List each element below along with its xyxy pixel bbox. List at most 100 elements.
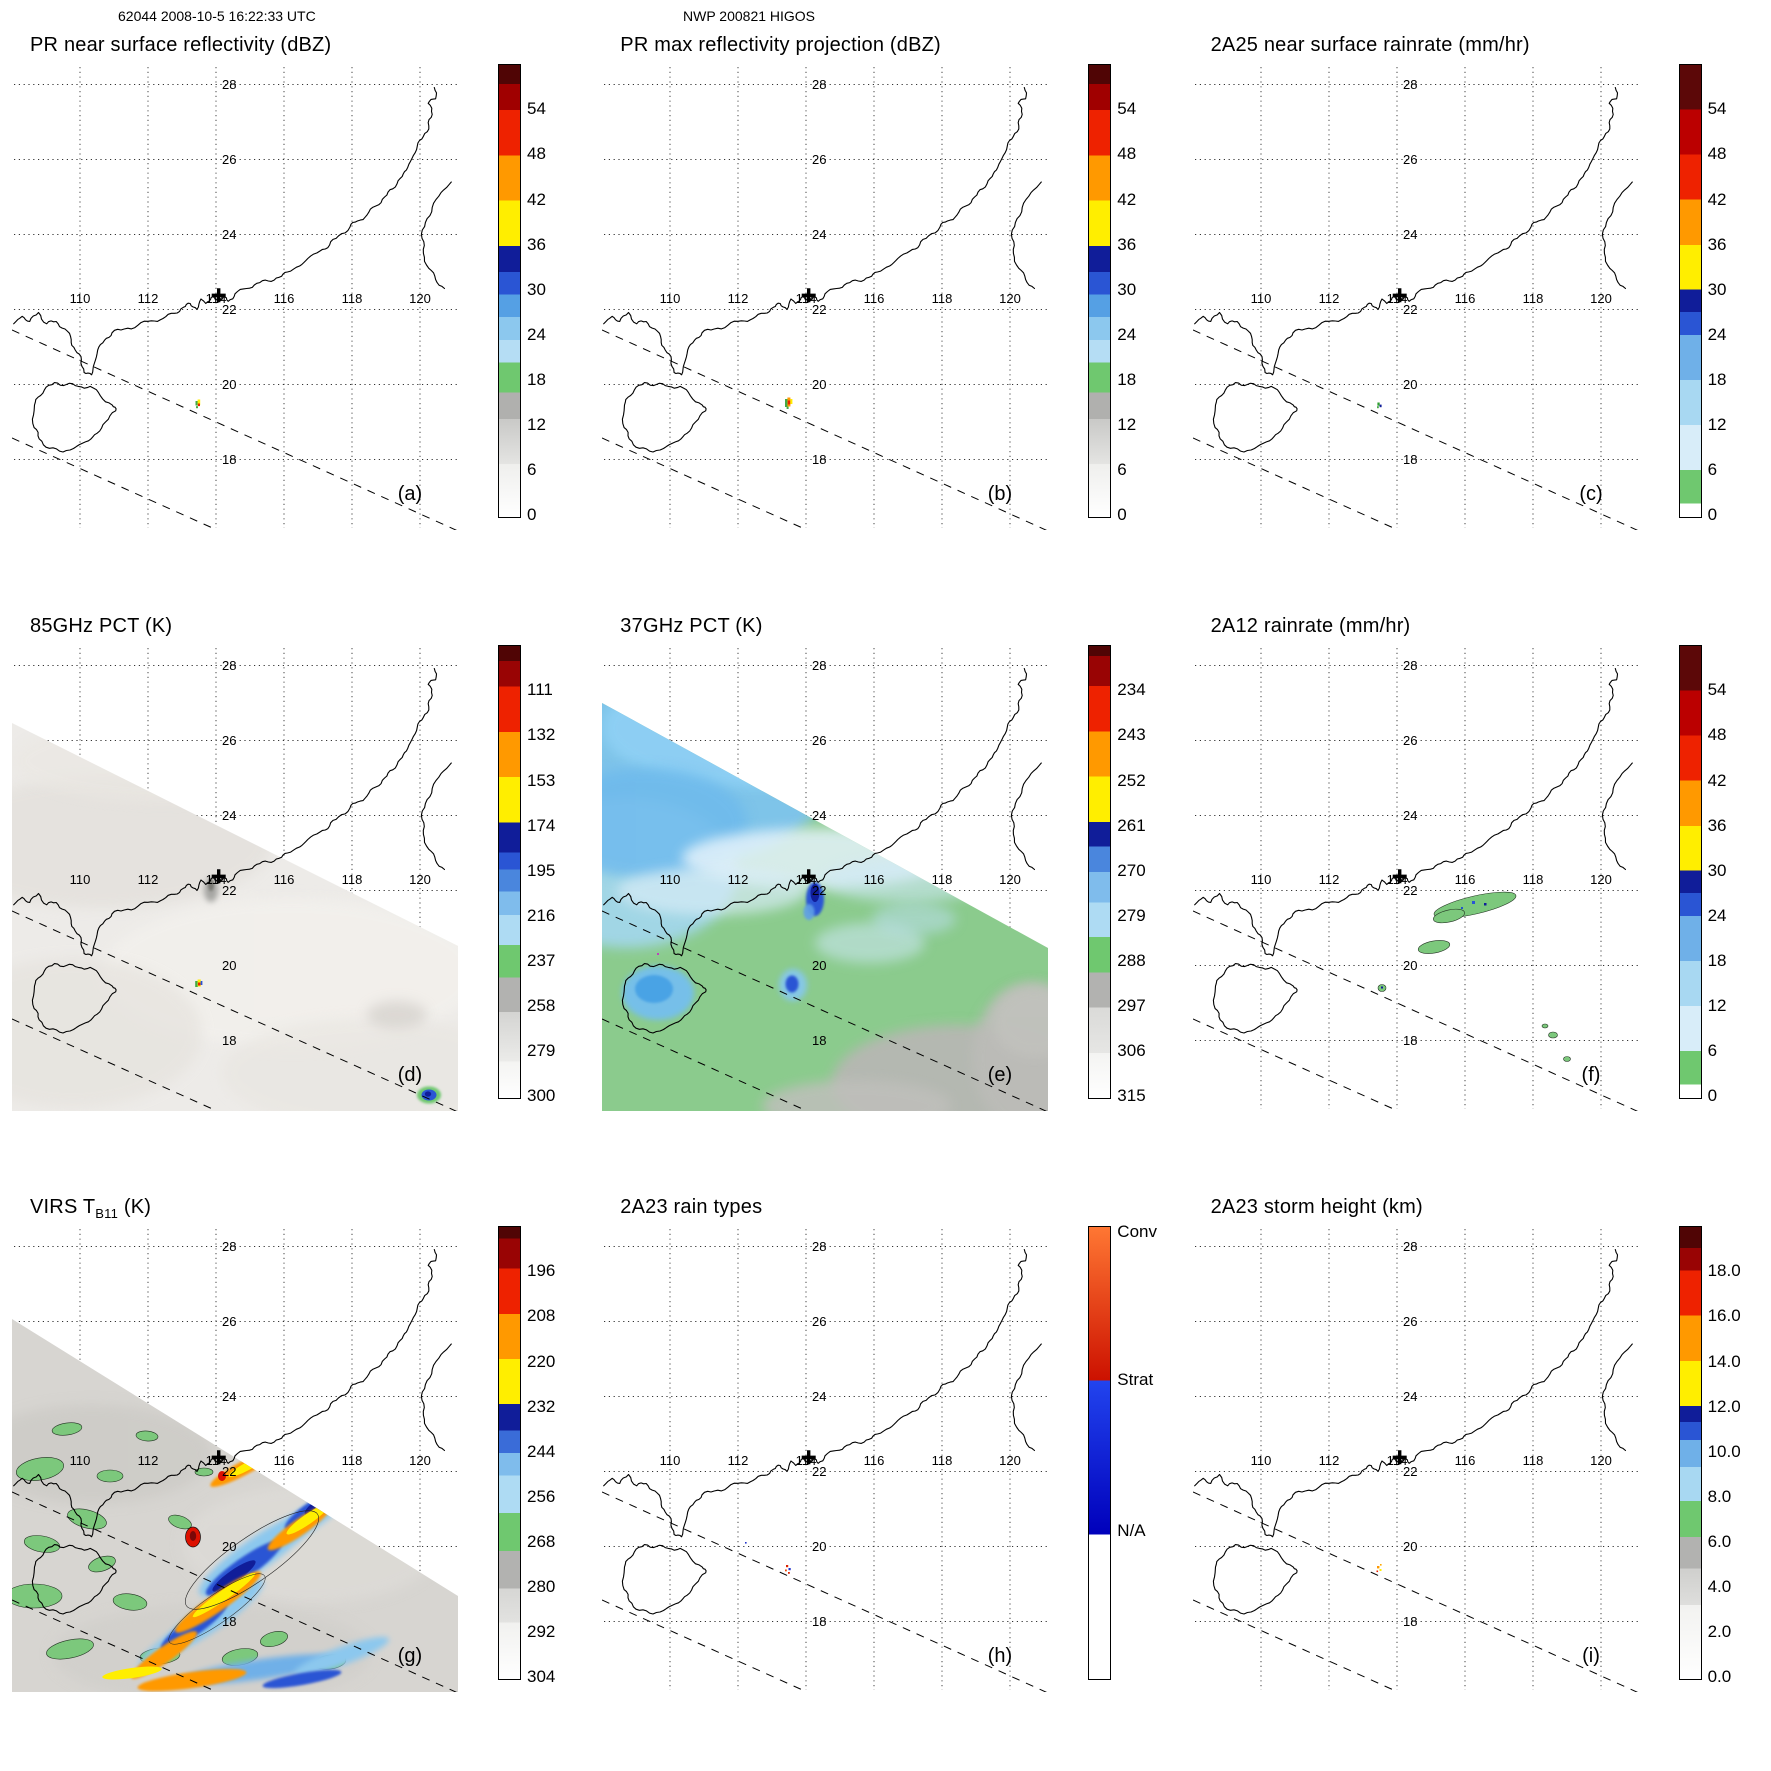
swath-edge-line xyxy=(602,1599,808,1693)
colorbar-tick-label: 24 xyxy=(1117,325,1137,344)
panel-letter-label: (a) xyxy=(398,483,422,505)
lat-label: 18 xyxy=(812,1033,826,1048)
colorbar-e xyxy=(1088,645,1112,1099)
panel-a: PR near surface reflectivity (dBZ) 110 112… xyxy=(0,28,590,609)
colorbar-tick-label: 24 xyxy=(1707,325,1727,344)
coastline-mainland xyxy=(603,1248,1028,1538)
lat-label: 22 xyxy=(222,1464,236,1479)
graticule-gridlines xyxy=(604,67,1048,528)
lon-label: 116 xyxy=(1454,291,1475,306)
colorbar-tick-label: 16.0 xyxy=(1707,1306,1741,1325)
coastlines xyxy=(1193,86,1633,453)
lat-label: 26 xyxy=(222,1314,236,1329)
colorbar-tick-label: N/A xyxy=(1117,1521,1146,1540)
colorbar-tick-label: 270 xyxy=(1117,861,1146,880)
colorbar-tick-label: 304 xyxy=(527,1667,556,1686)
swath-edge-line xyxy=(602,437,808,531)
lon-label: 112 xyxy=(138,291,159,306)
panel-c: 2A25 near surface rainrate (mm/hr) 110 112… xyxy=(1181,28,1771,609)
colorbar-tick-label: 300 xyxy=(527,1086,556,1105)
colorbar-tick-label: 237 xyxy=(527,951,556,970)
colorbar-tick-label: Conv xyxy=(1117,1222,1157,1241)
lon-label: 116 xyxy=(864,872,885,887)
lon-label: 120 xyxy=(409,872,431,887)
colorbar-tick-label: 6 xyxy=(1707,460,1718,479)
lon-label: 120 xyxy=(999,291,1021,306)
colorbar-tick-label: 258 xyxy=(527,996,556,1015)
lon-label: 118 xyxy=(342,872,363,887)
coastline-taiwan xyxy=(420,181,452,290)
map-area: 110 112 114 116 118 120 28 26 24 22 20 18 (g) xyxy=(11,1224,459,1694)
lon-label: 112 xyxy=(138,1453,159,1468)
lat-label: 26 xyxy=(812,733,826,748)
lon-label: 120 xyxy=(999,1453,1021,1468)
lat-label: 20 xyxy=(812,1539,826,1554)
colorbar-tick-label: 42 xyxy=(1707,190,1727,209)
storm-cross-marker xyxy=(801,1450,816,1465)
panel-letter-label: (c) xyxy=(1579,483,1602,505)
lon-label: 116 xyxy=(1454,872,1475,887)
lat-label: 28 xyxy=(1403,658,1417,673)
lat-label: 20 xyxy=(1403,377,1417,392)
lat-label: 24 xyxy=(222,1389,236,1404)
map-area: 110 112 114 116 118 120 28 26 24 22 20 18 (f) xyxy=(1192,643,1639,1113)
colorbar-i xyxy=(1678,1226,1702,1680)
panel-title-text: (K) xyxy=(118,1196,152,1218)
coastline-mainland xyxy=(13,1248,438,1538)
lon-label: 112 xyxy=(728,291,749,306)
header-storm-id: NWP 200821 HIGOS xyxy=(683,8,816,24)
storm-cross-marker xyxy=(1392,1450,1407,1465)
lat-label: 22 xyxy=(1403,883,1417,898)
colorbar-tick-label: 6 xyxy=(1707,1041,1718,1060)
panel-title: VIRS TB11 (K) xyxy=(30,1196,151,1221)
swath-edge-lines xyxy=(602,910,1049,1113)
coastline-taiwan xyxy=(420,762,452,871)
colorbar-tick-label: 30 xyxy=(527,280,546,299)
swath-edge-lines xyxy=(1192,1491,1639,1694)
colorbar-tick-label: Strat xyxy=(1117,1370,1154,1389)
lon-label: 112 xyxy=(138,872,159,887)
lon-label: 116 xyxy=(864,291,885,306)
lat-label: 28 xyxy=(812,1239,826,1254)
lat-label: 26 xyxy=(812,1314,826,1329)
panel-d: 85GHz PCT (K) 110 112 114 116 118 120 28 26 24 22 2… xyxy=(0,609,590,1190)
coastline-taiwan xyxy=(1601,1343,1633,1452)
coastline-mainland xyxy=(13,667,438,957)
lat-label: 18 xyxy=(812,452,826,467)
colorbar-tick-label: 234 xyxy=(1117,680,1146,699)
lat-label: 28 xyxy=(222,1239,236,1254)
colorbar-tick-label: 0 xyxy=(527,505,537,524)
lat-label: 28 xyxy=(812,658,826,673)
swath-edge-line xyxy=(602,329,1049,532)
coastline-hainan xyxy=(622,963,707,1034)
lon-label: 112 xyxy=(728,872,749,887)
coastline-mainland xyxy=(603,667,1028,957)
lon-label: 118 xyxy=(1522,872,1543,887)
lat-label: 20 xyxy=(222,377,236,392)
tmi-rainrate-patches xyxy=(1377,891,1571,1062)
coastline-mainland xyxy=(13,86,438,376)
coastlines xyxy=(1193,1248,1633,1615)
graticule-gridlines xyxy=(1194,67,1638,528)
colorbar-a xyxy=(498,64,521,518)
lon-label: 118 xyxy=(932,291,953,306)
lat-label: 20 xyxy=(222,958,236,973)
swath-edge-line xyxy=(1192,329,1639,532)
colorbar-tick-label: 36 xyxy=(1707,235,1727,254)
map-area: 110 112 114 116 118 120 28 26 24 22 20 18 (a) xyxy=(11,62,459,532)
colorbar-tick-label: 30 xyxy=(1707,280,1727,299)
colorbar-tick-label: 196 xyxy=(527,1261,556,1280)
coastline-mainland xyxy=(1193,1248,1618,1538)
panel-letter-label: (g) xyxy=(398,1645,422,1667)
lat-label: 22 xyxy=(222,302,236,317)
map-area: 110 112 114 116 118 120 28 26 24 22 20 18 (c) xyxy=(1192,62,1639,532)
panel-letter-label: (f) xyxy=(1581,1064,1600,1086)
colorbar-tick-label: 30 xyxy=(1707,861,1727,880)
colorbar-tick-label: 10.0 xyxy=(1707,1442,1741,1461)
lon-label: 120 xyxy=(1590,872,1612,887)
lat-label: 18 xyxy=(1403,1033,1417,1048)
graticule-gridlines xyxy=(14,67,457,528)
lon-label: 118 xyxy=(1522,291,1543,306)
colorbar-tick-label: 232 xyxy=(527,1397,556,1416)
